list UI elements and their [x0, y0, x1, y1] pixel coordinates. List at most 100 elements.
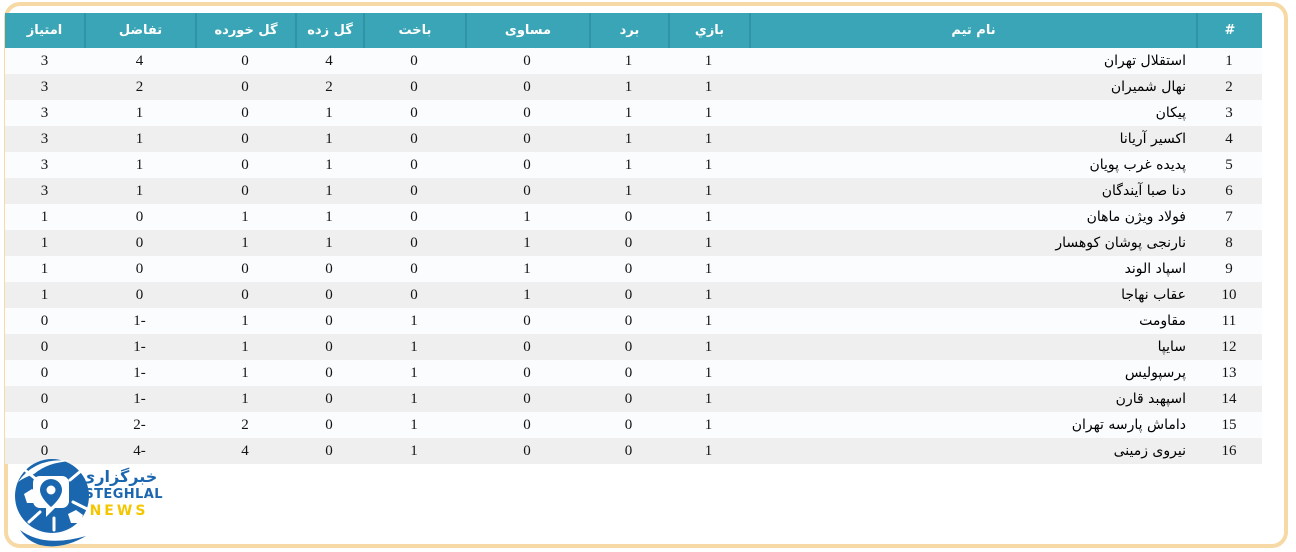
cell-goals_for: 2	[295, 74, 363, 100]
cell-goals_against: 1	[195, 204, 295, 230]
cell-played: 1	[668, 438, 749, 464]
cell-points: 3	[5, 74, 84, 100]
logo-text: خبرگزاری ESTEGHLAL NEWS	[74, 468, 164, 519]
cell-goals_against: 1	[195, 334, 295, 360]
table-row: 4 اکسیر آریانا 1 1 0 0 1 0 1 3	[5, 126, 1262, 152]
cell-goals_for: 0	[295, 386, 363, 412]
cell-won: 0	[589, 308, 668, 334]
cell-won: 1	[589, 152, 668, 178]
cell-drawn: 0	[465, 152, 589, 178]
column-header-drawn: مساوی	[465, 13, 589, 48]
cell-played: 1	[668, 230, 749, 256]
cell-won: 0	[589, 256, 668, 282]
cell-played: 1	[668, 256, 749, 282]
column-header-rank: #	[1196, 13, 1262, 48]
cell-team: مقاومت	[749, 308, 1196, 334]
cell-rank: 12	[1196, 334, 1262, 360]
cell-team: داماش پارسه تهران	[749, 412, 1196, 438]
cell-drawn: 0	[465, 360, 589, 386]
cell-played: 1	[668, 152, 749, 178]
cell-drawn: 1	[465, 282, 589, 308]
logo-title: ESTEGHLAL	[75, 486, 163, 502]
cell-rank: 15	[1196, 412, 1262, 438]
cell-points: 1	[5, 256, 84, 282]
cell-points: 1	[5, 282, 84, 308]
cell-points: 3	[5, 48, 84, 74]
cell-rank: 11	[1196, 308, 1262, 334]
cell-goal_diff: 1-	[84, 360, 195, 386]
table-row: 12 سایپا 1 0 0 1 0 1 1- 0	[5, 334, 1262, 360]
table-row: 8 نارنجی پوشان کوهسار 1 0 1 0 1 1 0 1	[5, 230, 1262, 256]
cell-rank: 7	[1196, 204, 1262, 230]
cell-drawn: 0	[465, 386, 589, 412]
cell-played: 1	[668, 334, 749, 360]
cell-goals_against: 2	[195, 412, 295, 438]
cell-drawn: 0	[465, 100, 589, 126]
table-row: 2 نهال شمیران 1 1 0 0 2 0 2 3	[5, 74, 1262, 100]
cell-played: 1	[668, 360, 749, 386]
cell-team: اسپهبد قارن	[749, 386, 1196, 412]
cell-goal_diff: 4-	[84, 438, 195, 464]
cell-goals_for: 1	[295, 178, 363, 204]
cell-won: 0	[589, 412, 668, 438]
cell-goals_for: 0	[295, 256, 363, 282]
column-header-team: نام تیم	[749, 13, 1196, 48]
cell-goals_against: 0	[195, 126, 295, 152]
cell-drawn: 1	[465, 204, 589, 230]
cell-goals_against: 0	[195, 48, 295, 74]
cell-goals_against: 4	[195, 438, 295, 464]
table-row: 6 دنا صبا آیندگان 1 1 0 0 1 0 1 3	[5, 178, 1262, 204]
cell-goals_for: 0	[295, 334, 363, 360]
cell-played: 1	[668, 412, 749, 438]
cell-team: نهال شمیران	[749, 74, 1196, 100]
cell-lost: 0	[363, 74, 465, 100]
cell-drawn: 0	[465, 438, 589, 464]
cell-goal_diff: 1-	[84, 334, 195, 360]
cell-team: اسپاد الوند	[749, 256, 1196, 282]
cell-won: 0	[589, 386, 668, 412]
cell-points: 0	[5, 386, 84, 412]
cell-team: نارنجی پوشان کوهسار	[749, 230, 1196, 256]
column-header-lost: باخت	[363, 13, 465, 48]
cell-goals_for: 0	[295, 360, 363, 386]
column-header-played: بازي	[668, 13, 749, 48]
cell-lost: 0	[363, 282, 465, 308]
cell-drawn: 0	[465, 126, 589, 152]
cell-team: پرسپولیس	[749, 360, 1196, 386]
column-header-goals_against: گل خورده	[195, 13, 295, 48]
cell-team: سایپا	[749, 334, 1196, 360]
cell-won: 1	[589, 48, 668, 74]
cell-rank: 13	[1196, 360, 1262, 386]
cell-drawn: 0	[465, 48, 589, 74]
table-card: # نام تیم بازي برد مساوی باخت گل زده گل خورده تف…	[4, 2, 1288, 548]
cell-goals_against: 0	[195, 74, 295, 100]
cell-rank: 16	[1196, 438, 1262, 464]
cell-rank: 3	[1196, 100, 1262, 126]
cell-won: 0	[589, 334, 668, 360]
cell-goals_for: 4	[295, 48, 363, 74]
cell-goals_against: 0	[195, 256, 295, 282]
cell-goals_for: 0	[295, 438, 363, 464]
cell-points: 0	[5, 334, 84, 360]
cell-goal_diff: 1	[84, 100, 195, 126]
cell-points: 3	[5, 152, 84, 178]
cell-points: 0	[5, 412, 84, 438]
cell-drawn: 0	[465, 178, 589, 204]
cell-goals_against: 0	[195, 100, 295, 126]
logo-agency-persian: خبرگزاری	[80, 467, 158, 486]
cell-goal_diff: 1	[84, 152, 195, 178]
cell-won: 1	[589, 74, 668, 100]
cell-rank: 10	[1196, 282, 1262, 308]
cell-points: 3	[5, 126, 84, 152]
cell-team: فولاد ویژن ماهان	[749, 204, 1196, 230]
cell-goal_diff: 0	[84, 230, 195, 256]
cell-points: 1	[5, 204, 84, 230]
table-header: # نام تیم بازي برد مساوی باخت گل زده گل خورده تف…	[5, 13, 1262, 48]
cell-played: 1	[668, 126, 749, 152]
cell-points: 0	[5, 308, 84, 334]
cell-points: 3	[5, 178, 84, 204]
table-row: 9 اسپاد الوند 1 0 1 0 0 0 0 1	[5, 256, 1262, 282]
cell-goal_diff: 0	[84, 256, 195, 282]
table-row: 5 پدیده غرب پویان 1 1 0 0 1 0 1 3	[5, 152, 1262, 178]
